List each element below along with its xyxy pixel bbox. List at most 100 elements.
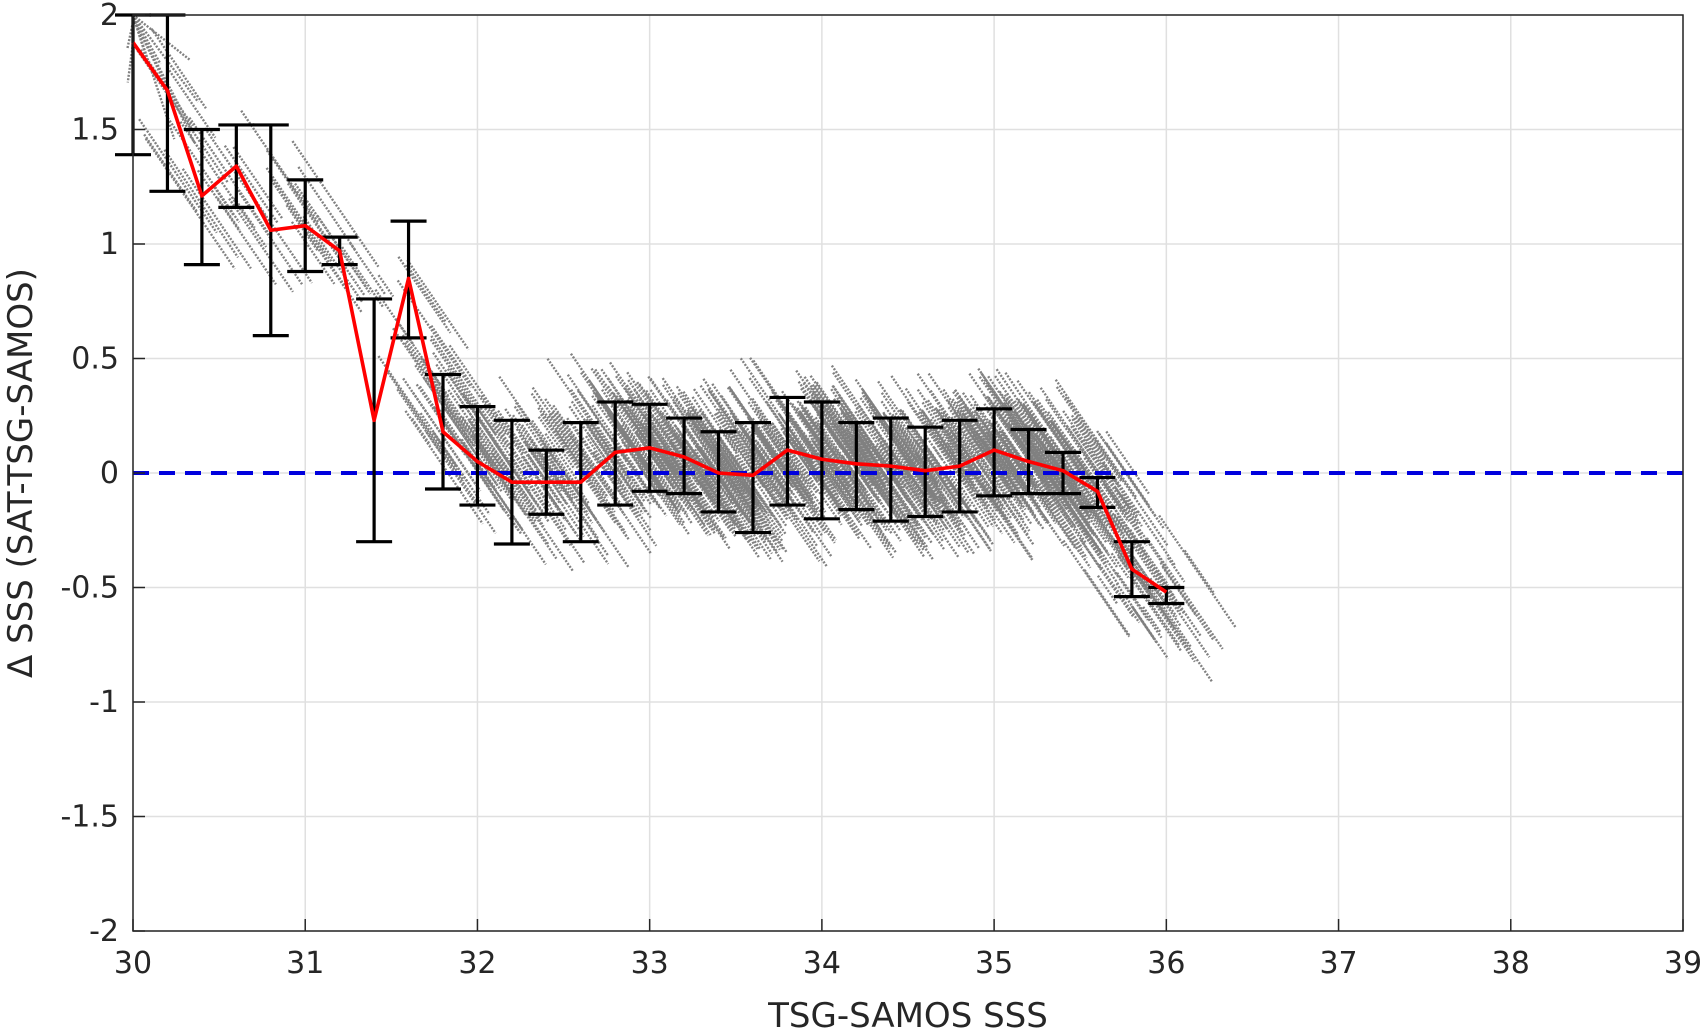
scatter-point: [700, 446, 730, 489]
scatter-point: [953, 433, 1005, 508]
scatter-point: [1130, 565, 1176, 630]
scatter-point: [954, 458, 989, 508]
scatter-point: [803, 376, 887, 496]
scatter-point: [1026, 443, 1102, 553]
x-tick-label: 39: [1664, 946, 1702, 981]
scatter-point: [131, 17, 196, 144]
scatter-point: [1045, 398, 1123, 510]
scatter-point: [728, 387, 793, 479]
mean-line: [131, 41, 1168, 594]
scatter-point: [795, 369, 885, 500]
scatter-point: [1008, 461, 1041, 509]
scatter-point: [951, 398, 1020, 496]
scatter-point: [429, 338, 497, 436]
scatter-point: [1116, 572, 1163, 639]
scatter-point: [764, 423, 827, 513]
scatter-point: [889, 420, 949, 505]
scatter-point: [430, 325, 508, 436]
scatter-point: [573, 425, 658, 547]
scatter-point: [669, 440, 710, 498]
scatter-point: [880, 400, 944, 492]
scatter-point: [847, 425, 928, 540]
scatter-point: [956, 410, 978, 440]
scatter-point: [726, 386, 807, 502]
scatter-point: [991, 463, 1014, 496]
scatter-point: [1070, 500, 1109, 555]
y-tick-label: -1.5: [60, 800, 119, 835]
scatter-point: [471, 434, 558, 560]
scatter-point: [456, 394, 538, 511]
y-tick-label: 1: [100, 227, 119, 262]
scatter-point: [131, 14, 162, 65]
scatter-point: [1074, 416, 1106, 460]
scatter-point: [998, 390, 1091, 525]
scatter-point: [937, 408, 974, 460]
scatter-point: [132, 14, 191, 61]
scatter-point: [494, 466, 550, 545]
scatter-point: [296, 190, 320, 224]
scatter-point: [939, 427, 975, 478]
scatter-point: [460, 438, 497, 491]
scatter-point: [626, 405, 679, 480]
scatter-point: [830, 364, 924, 499]
scatter-point: [636, 395, 699, 486]
scatter-point: [678, 416, 759, 532]
scatter-point: [1113, 513, 1182, 612]
scatter-point: [551, 411, 594, 472]
scatter-point: [543, 452, 594, 524]
scatter-point: [747, 451, 828, 568]
scatter-point: [882, 411, 919, 463]
scatter-point: [1072, 518, 1120, 586]
scatter-point: [897, 464, 946, 533]
scatter-point: [603, 458, 628, 493]
x-tick-label: 36: [1147, 946, 1185, 981]
scatter-point: [913, 456, 945, 502]
scatter-point: [718, 436, 787, 535]
scatter-point: [1123, 548, 1193, 649]
scatter-point: [1051, 421, 1110, 505]
y-tick-label: -0.5: [60, 571, 119, 606]
scatter-point: [1129, 575, 1182, 652]
scatter-point: [988, 453, 1011, 485]
x-tick-label: 37: [1319, 946, 1357, 981]
scatter-point: [615, 395, 707, 527]
scatter-point: [922, 410, 976, 488]
scatter-point: [809, 375, 887, 486]
scatter-point: [1145, 537, 1224, 650]
scatter-point: [543, 443, 630, 569]
scatter-point: [1020, 430, 1049, 471]
scatter-point: [1158, 514, 1237, 628]
scatter-point: [537, 416, 576, 470]
scatter-point: [718, 471, 768, 541]
scatter-point: [942, 388, 1009, 484]
scatter-point: [610, 404, 693, 524]
scatter-point: [1117, 555, 1180, 646]
scatter-point: [838, 401, 873, 450]
scatter-point: [818, 452, 869, 526]
scatter-point: [691, 396, 783, 528]
y-tick-label: -2: [89, 914, 119, 949]
scatter-point: [461, 416, 504, 477]
scatter-point: [838, 441, 902, 532]
scatter-point: [492, 423, 567, 531]
scatter-point: [1035, 435, 1129, 570]
x-tick-label: 32: [458, 946, 496, 981]
scatter-point: [752, 422, 836, 544]
scatter-point: [138, 118, 218, 234]
scatter-point: [1130, 605, 1159, 645]
x-tick-label: 30: [114, 946, 152, 981]
scatter-point: [699, 466, 729, 508]
scatter-point: [643, 415, 680, 467]
scatter-point: [285, 204, 320, 252]
scatter-point: [852, 434, 920, 530]
scatter-point: [1110, 552, 1130, 579]
scatter-point: [539, 439, 558, 464]
scatter-point: [880, 392, 969, 519]
scatter-point: [474, 404, 529, 482]
scatter-point: [179, 121, 268, 248]
scatter-point: [1083, 569, 1132, 638]
scatter-point: [1136, 510, 1176, 566]
scatter-point: [691, 407, 763, 511]
scatter-point: [223, 144, 279, 224]
